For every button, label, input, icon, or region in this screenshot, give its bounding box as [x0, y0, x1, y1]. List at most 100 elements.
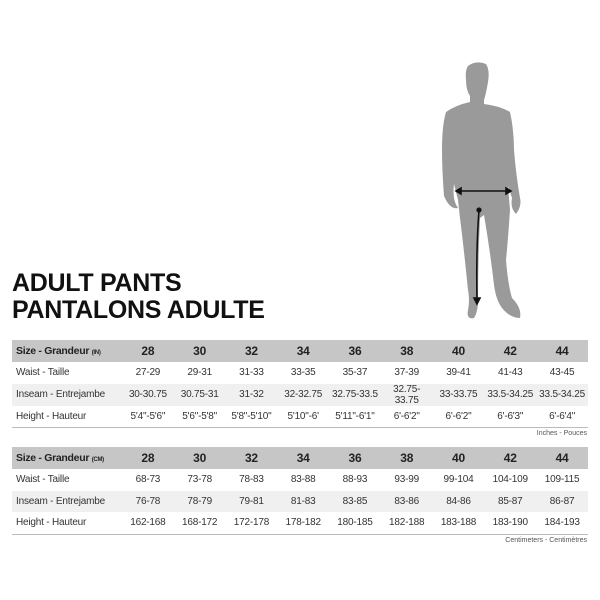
table-cell: 37-39	[394, 367, 419, 379]
table-cell: 93-99	[394, 474, 419, 486]
table-cell: 162-168	[122, 512, 174, 535]
table-cell: 86-87	[536, 490, 588, 512]
table-cell: 6'-6'4"	[536, 405, 588, 428]
table-cell: 33.5-34.25	[536, 383, 588, 406]
header-row: Size - Grandeur (CM) 28 30 32 34 36 38 40 42 44	[12, 447, 588, 469]
table-cell: 32-32.75	[277, 383, 330, 406]
row-label: Inseam - Entrejambe	[12, 490, 122, 512]
table-cell: 168-172	[173, 512, 226, 535]
table-cell: 104-109	[492, 474, 529, 486]
size-header: Size - Grandeur (CM)	[12, 447, 122, 469]
table-row: Height - Hauteur 5'4"-5'6" 5'6"-5'8" 5'8"-5…	[12, 405, 588, 428]
size-column-header: 44	[536, 447, 588, 469]
table-cell: 109-115	[544, 474, 580, 486]
size-column-header: 34	[277, 340, 330, 362]
table-cell: 5'6"-5'8"	[173, 405, 226, 428]
table-cell: 172-178	[225, 512, 278, 535]
table-cell: 88-93	[342, 474, 368, 486]
header-row: Size - Grandeur (IN) 28 30 32 34 36 38 40 42 44	[12, 340, 588, 362]
table-cell: 43-45	[549, 367, 575, 379]
table-cell: 30-30.75	[122, 383, 174, 406]
table-cell: 35-37	[342, 367, 368, 379]
row-label: Waist - Taille	[16, 474, 70, 486]
table-cell: 33.5-34.25	[484, 383, 537, 406]
table-cell: 78-79	[173, 490, 226, 512]
size-column-header: 28	[122, 447, 174, 469]
size-column-header: 40	[432, 340, 485, 362]
table-row: Inseam - Entrejambe 76-78 78-79 79-81 81-83 8…	[12, 490, 588, 512]
table-row: Height - Hauteur 162-168 168-172 172-178 178…	[12, 512, 588, 535]
size-header-label: Size - Grandeur	[16, 345, 90, 357]
unit-label: (CM)	[91, 457, 104, 463]
table-cell: 182-188	[380, 512, 433, 535]
size-column-header: 32	[225, 447, 278, 469]
table-cell: 5'4"-5'6"	[122, 405, 174, 428]
table-cell: 32.75-33.5	[329, 383, 381, 406]
row-label: Inseam - Entrejambe	[12, 383, 122, 406]
table-cell: 78-83	[239, 474, 264, 486]
table-cell: 183-188	[432, 512, 485, 535]
table-cell: 183-190	[484, 512, 537, 535]
table-cell: 5'11"-6'1"	[329, 405, 381, 428]
size-column-header: 30	[173, 340, 226, 362]
cm-size-table: Size - Grandeur (CM) 28 30 32 34 36 38 40 42 44 Wa…	[12, 447, 588, 535]
table-cell: 178-182	[277, 512, 330, 535]
size-column-header: 36	[329, 447, 381, 469]
table-cell: 184-193	[536, 512, 588, 535]
size-column-header: 28	[122, 340, 174, 362]
size-column-header: 42	[484, 340, 537, 362]
title-english: ADULT PANTS	[12, 269, 182, 297]
size-column-header: 40	[432, 447, 485, 469]
row-label: Height - Hauteur	[12, 512, 122, 535]
size-column-header: 32	[225, 340, 278, 362]
table-cell: 83-85	[329, 490, 381, 512]
unit-label: (IN)	[91, 350, 101, 356]
cm-table-block: Size - Grandeur (CM) 28 30 32 34 36 38 40 42 44 Wa…	[12, 447, 588, 544]
title-french: PANTALONS ADULTE	[12, 296, 265, 324]
table-row: Waist - Taille 68-73 73-78 78-83 83-88 88-93 9…	[12, 469, 588, 491]
size-column-header: 36	[329, 340, 381, 362]
table-cell: 81-83	[277, 490, 330, 512]
table-cell: 79-81	[225, 490, 278, 512]
size-column-header: 42	[484, 447, 537, 469]
size-column-header: 30	[173, 447, 226, 469]
table-cell: 6'-6'2"	[432, 405, 485, 428]
inches-caption: Inches - Pouces	[536, 430, 587, 437]
cm-caption: Centimeters - Centimètres	[505, 536, 587, 544]
size-column-header: 44	[536, 340, 588, 362]
table-cell: 85-87	[484, 490, 537, 512]
table-cell: 5'10"-6'	[277, 405, 330, 428]
inches-size-table: Size - Grandeur (IN) 28 30 32 34 36 38 40 42 44 Wa…	[12, 340, 588, 428]
table-row: Inseam - Entrejambe 30-30.75 30.75-31 31-32…	[12, 383, 588, 406]
table-cell: 31-32	[225, 383, 278, 406]
size-header-label: Size - Grandeur	[16, 452, 90, 464]
size-column-header: 38	[380, 340, 433, 362]
table-cell: 99-104	[443, 474, 474, 486]
table-cell: 33-35	[290, 367, 316, 379]
table-row: Waist - Taille 27-29 29-31 31-33 33-35 35-37 3…	[12, 362, 588, 384]
table-cell: 5'8"-5'10"	[225, 405, 278, 428]
table-cell: 6'-6'2"	[380, 405, 433, 428]
inches-table-block: Size - Grandeur (IN) 28 30 32 34 36 38 40 42 44 Wa…	[12, 340, 588, 437]
table-cell: 83-86	[380, 490, 433, 512]
table-cell: 32.75-33.75	[380, 383, 433, 406]
table-cell: 73-78	[187, 474, 212, 486]
size-column-header: 38	[380, 447, 433, 469]
table-cell: 33-33.75	[432, 383, 485, 406]
table-cell: 39-41	[446, 367, 471, 379]
table-cell: 41-43	[497, 367, 523, 379]
table-cell: 68-73	[135, 474, 161, 486]
size-header: Size - Grandeur (IN)	[12, 340, 122, 362]
row-label: Waist - Taille	[16, 367, 70, 379]
table-cell: 76-78	[122, 490, 174, 512]
table-cell: 31-33	[239, 367, 264, 379]
table-cell: 6'-6'3"	[484, 405, 537, 428]
table-cell: 84-86	[432, 490, 485, 512]
row-label: Height - Hauteur	[12, 405, 122, 428]
size-column-header: 34	[277, 447, 330, 469]
table-cell: 27-29	[135, 367, 161, 379]
table-cell: 180-185	[329, 512, 381, 535]
table-cell: 29-31	[187, 367, 212, 379]
